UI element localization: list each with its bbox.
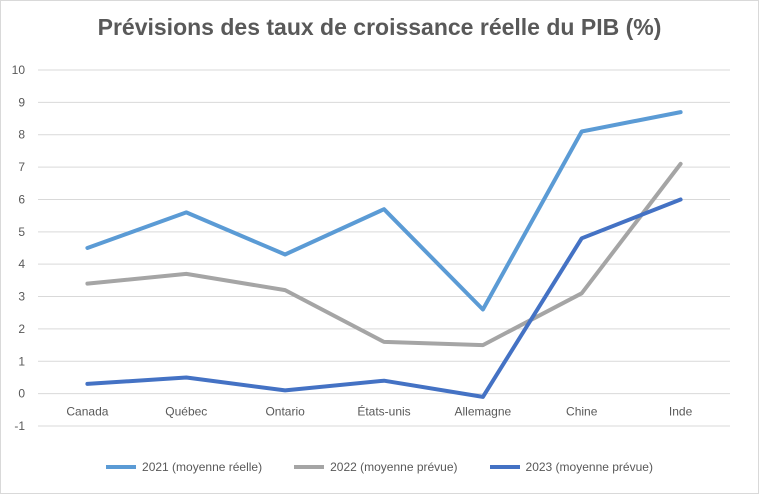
y-tick-label: 8: [18, 128, 25, 142]
x-axis-tick-labels: Canada Québec Ontario États-unis Allemagne Ch…: [66, 404, 692, 419]
legend-swatch: [489, 465, 520, 469]
x-tick-label: Chine: [566, 405, 598, 419]
x-tick-label: Canada: [66, 405, 108, 419]
series-line: [85, 110, 683, 312]
x-tick-label: Ontario: [265, 405, 305, 419]
x-tick-label: Inde: [669, 405, 693, 419]
y-axis-tick-labels: -1 0 1 2 3 4 5 6 7 8 9 10: [12, 63, 26, 433]
x-tick-label: Québec: [165, 405, 207, 419]
y-tick-label: 7: [18, 160, 25, 174]
legend-swatch: [106, 465, 137, 469]
y-tick-label: 3: [18, 290, 25, 304]
legend-entry: 2021 (moyenne réelle): [106, 460, 262, 474]
legend-entry: 2023 (moyenne prévue): [489, 460, 653, 474]
y-tick-label: 4: [18, 257, 25, 271]
legend-entry: 2022 (moyenne prévue): [294, 460, 458, 474]
series-line: [85, 197, 683, 399]
y-tick-label: 9: [18, 95, 25, 109]
y-tick-label: 1: [18, 354, 25, 368]
chart-title: Prévisions des taux de croissance réelle…: [97, 14, 662, 40]
legend-label: 2023 (moyenne prévue): [525, 460, 653, 474]
x-tick-label: Allemagne: [455, 405, 512, 419]
series-lines: [85, 110, 683, 399]
y-tick-label: 6: [18, 192, 25, 206]
x-tick-label: États-unis: [357, 404, 410, 419]
y-tick-label: 0: [18, 387, 25, 401]
y-tick-label: -1: [14, 419, 25, 433]
y-tick-label: 2: [18, 322, 25, 336]
y-tick-label: 5: [18, 225, 25, 239]
legend-swatch: [294, 465, 325, 469]
legend-label: 2022 (moyenne prévue): [330, 460, 458, 474]
legend-label: 2021 (moyenne réelle): [142, 460, 263, 474]
gridlines: [38, 69, 730, 427]
legend: 2021 (moyenne réelle) 2022 (moyenne prévu…: [0, 455, 759, 479]
y-tick-label: 10: [12, 63, 26, 77]
series-line: [85, 161, 683, 348]
